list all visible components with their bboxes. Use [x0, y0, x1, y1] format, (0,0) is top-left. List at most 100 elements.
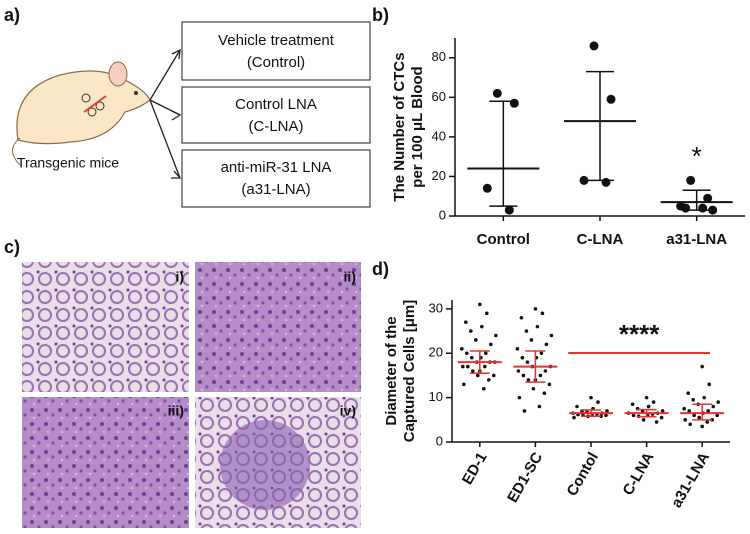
data-point — [707, 382, 711, 387]
y-tick-label: 0 — [436, 433, 443, 448]
data-point — [641, 418, 646, 422]
data-point — [702, 395, 706, 400]
data-point — [697, 415, 701, 420]
micrograph-label: i) — [175, 269, 184, 285]
data-point — [489, 342, 493, 347]
subject-label: Transgenic mice — [17, 155, 119, 171]
data-point — [542, 391, 547, 395]
data-point — [524, 329, 529, 333]
data-point — [474, 338, 478, 342]
data-point — [462, 382, 466, 387]
data-point — [526, 378, 531, 382]
treatment-box — [181, 149, 371, 208]
data-point — [630, 402, 635, 407]
data-point — [482, 183, 492, 193]
treatment-box — [181, 86, 371, 144]
data-point — [686, 391, 690, 395]
data-point — [659, 415, 664, 420]
y-tick-label: 40 — [432, 128, 446, 143]
y-axis-title: The Number of CTCs — [391, 52, 408, 201]
x-tick-label: ED1-SC — [504, 449, 546, 505]
treatment-label: Vehicle treatment — [218, 32, 335, 49]
data-point — [716, 400, 720, 404]
panel-label: a) — [4, 5, 20, 25]
data-point — [700, 424, 704, 429]
data-point — [483, 364, 487, 369]
y-tick-label: 0 — [439, 207, 446, 222]
y-axis-title: Diameter of the — [383, 316, 400, 425]
panel-label: b) — [372, 5, 389, 25]
data-point — [480, 324, 484, 329]
treatment-label: (Control) — [247, 54, 305, 71]
treatment-label: (C-LNA) — [249, 118, 304, 135]
x-tick-label: C-LNA — [619, 449, 657, 498]
data-point — [654, 420, 659, 424]
data-point — [471, 369, 475, 373]
treatment-label: (a31-LNA) — [241, 181, 310, 198]
data-point — [646, 404, 651, 409]
data-point — [683, 418, 687, 422]
y-tick-label: 10 — [429, 389, 443, 404]
data-point — [682, 406, 686, 411]
x-tick-label: a31-LNA — [668, 449, 713, 510]
data-point — [708, 205, 718, 215]
data-point — [492, 88, 502, 98]
data-point — [706, 409, 710, 413]
treatment-label: Control LNA — [235, 96, 317, 113]
data-point — [579, 175, 589, 185]
y-tick-label: 30 — [429, 300, 443, 315]
data-point — [519, 315, 524, 320]
data-point — [705, 420, 709, 424]
data-point — [700, 364, 704, 369]
data-point — [631, 413, 636, 418]
data-point — [547, 382, 552, 387]
data-point — [494, 333, 498, 338]
y-tick-label: 80 — [432, 49, 446, 64]
data-point — [531, 386, 536, 391]
data-point — [521, 373, 526, 378]
data-point — [686, 175, 696, 185]
data-point — [516, 369, 521, 373]
data-point — [484, 351, 488, 356]
data-point — [572, 415, 576, 420]
y-axis-title: per 100 μL Blood — [409, 66, 426, 187]
data-point — [688, 422, 692, 427]
data-point — [466, 364, 470, 369]
mouse-icon — [12, 61, 151, 166]
significance: **** — [619, 319, 660, 349]
x-tick-label: Contol — [563, 449, 601, 499]
panel-label: d) — [372, 259, 389, 279]
data-point — [478, 302, 482, 307]
data-point — [698, 203, 708, 213]
data-point — [596, 400, 600, 404]
treatment-box — [181, 21, 371, 81]
data-point — [715, 413, 719, 418]
data-point — [651, 400, 656, 404]
data-point — [525, 360, 530, 364]
data-point — [482, 386, 486, 391]
data-point — [589, 41, 599, 51]
data-point — [517, 395, 522, 400]
treatment-label: anti-miR-31 LNA — [221, 159, 332, 176]
data-point — [687, 409, 691, 413]
data-point — [544, 342, 549, 347]
data-point — [691, 398, 695, 402]
y-axis-title: Captured Cells [μm] — [401, 300, 418, 443]
significance: * — [692, 141, 702, 171]
data-point — [515, 347, 520, 351]
data-point — [535, 324, 540, 329]
data-point — [540, 311, 545, 316]
data-point — [529, 338, 534, 342]
data-point — [465, 351, 469, 356]
data-point — [711, 404, 715, 409]
data-point — [485, 311, 489, 316]
data-point — [533, 307, 538, 311]
x-tick-label: a31-LNA — [666, 231, 727, 248]
y-tick-label: 60 — [432, 89, 446, 104]
data-point — [538, 373, 543, 378]
data-point — [464, 320, 468, 324]
data-point — [660, 409, 665, 413]
micrograph-label: iii) — [168, 403, 184, 419]
micrographs — [22, 262, 361, 528]
